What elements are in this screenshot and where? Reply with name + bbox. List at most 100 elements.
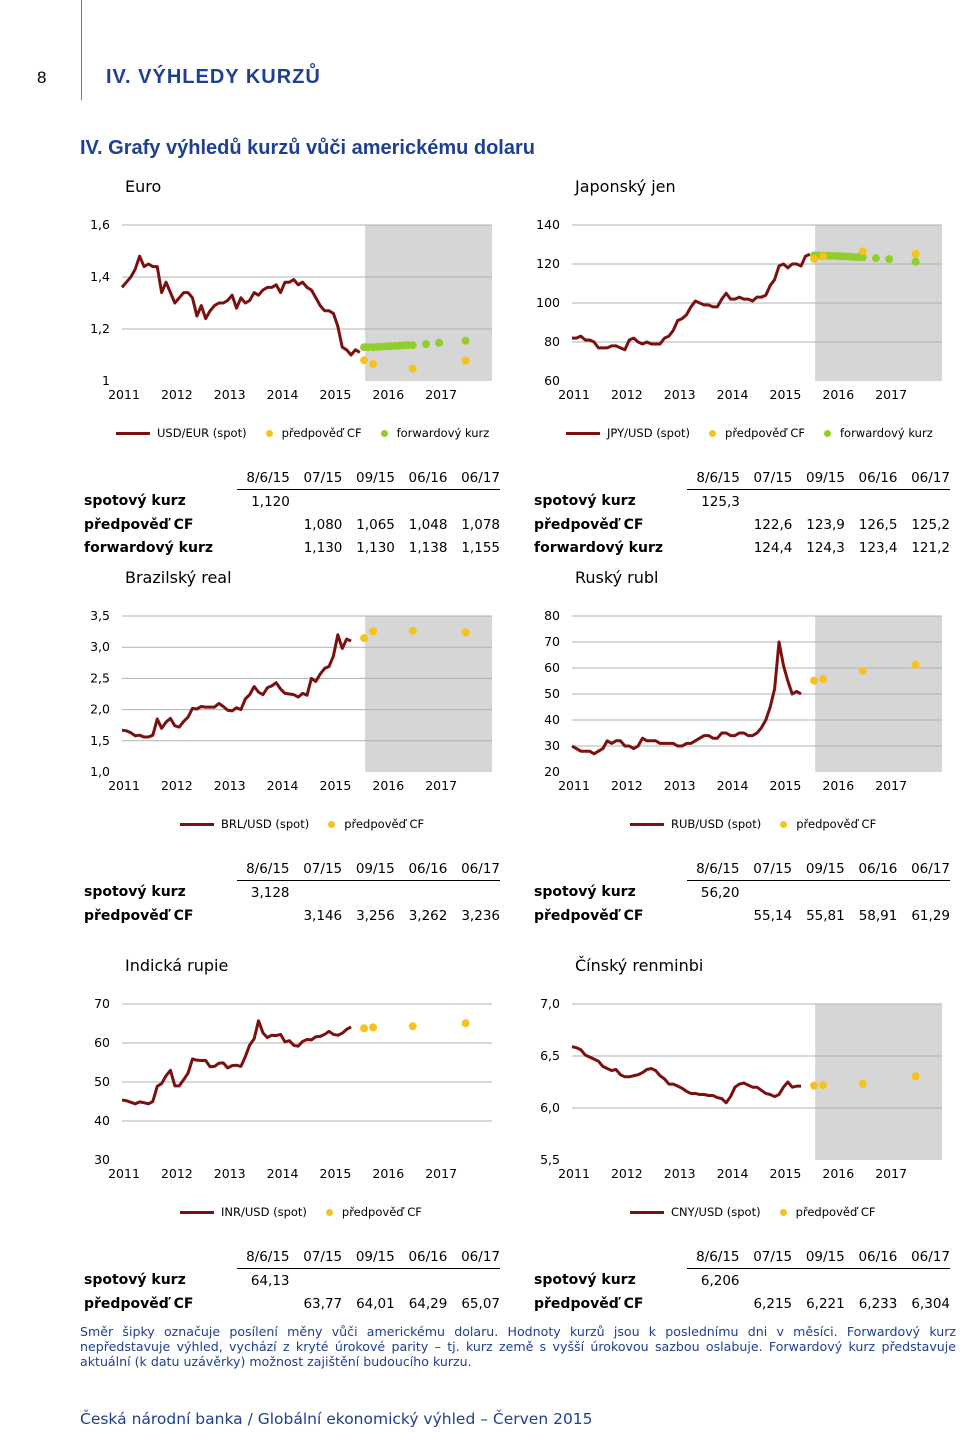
forecast-point xyxy=(858,247,867,256)
legend-forecast-label: předpověď CF xyxy=(725,426,805,440)
y-tick-label: 80 xyxy=(544,334,560,349)
table-cell: 125,2 xyxy=(911,516,950,533)
forward-point xyxy=(885,255,894,264)
table-cell: 6,221 xyxy=(806,1295,845,1312)
table-header-cell: 8/6/15 xyxy=(686,1245,740,1269)
x-tick-label: 2012 xyxy=(161,778,193,792)
table-header-cell: 09/15 xyxy=(792,1245,845,1269)
x-tick-label: 2015 xyxy=(770,1166,802,1180)
forecast-point xyxy=(408,1022,417,1031)
x-tick-label: 2012 xyxy=(611,1166,643,1180)
forecast-point xyxy=(819,1081,828,1090)
table-header-cell: 06/16 xyxy=(394,466,448,490)
table-header-cell: 06/17 xyxy=(897,857,950,881)
y-tick-label: 3,5 xyxy=(90,608,110,623)
table-header-cell: 06/16 xyxy=(844,1245,898,1269)
y-tick-label: 120 xyxy=(536,256,560,271)
x-tick-label: 2015 xyxy=(770,387,802,401)
table-header-cell: 06/17 xyxy=(447,1245,500,1269)
y-tick-label: 1,5 xyxy=(90,733,110,748)
forecast-table: 8/6/15 07/15 09/15 06/16 06/17 spotový kurz 64… xyxy=(84,1245,500,1315)
table-cell xyxy=(237,536,290,559)
chart-legend: JPY/USD (spot) předpověď CF forwardový kur… xyxy=(566,426,933,440)
y-tick-label: 1,6 xyxy=(90,217,110,232)
legend-forecast-label: předpověď CF xyxy=(281,426,362,440)
table-cell xyxy=(687,513,740,536)
table-corner xyxy=(84,466,237,490)
table-row-label: spotový kurz xyxy=(84,884,186,901)
y-tick-label: 2,0 xyxy=(90,702,110,717)
forecast-table: 8/6/15 07/15 09/15 06/16 06/17 spotový kurz 1,… xyxy=(84,466,500,559)
x-tick-label: 2016 xyxy=(372,387,404,401)
x-tick-label: 2017 xyxy=(425,1166,457,1180)
y-tick-label: 6,0 xyxy=(540,1100,560,1115)
table-row: spotový kurz 125,3 xyxy=(534,490,950,514)
table-row-label: forwardový kurz xyxy=(534,539,663,556)
table-cell xyxy=(897,1269,950,1293)
table-header-cell: 09/15 xyxy=(342,1245,395,1269)
table-cell: 121,2 xyxy=(911,539,950,556)
table-cell xyxy=(687,536,740,559)
table-cell xyxy=(237,904,290,927)
x-tick-label: 2013 xyxy=(214,387,246,401)
y-tick-label: 70 xyxy=(94,996,110,1011)
table-corner xyxy=(534,857,687,881)
section-title: IV. Grafy výhledů kurzů vůči americkému … xyxy=(80,137,535,159)
forecast-table: 8/6/15 07/15 09/15 06/16 06/17 spotový kurz 56… xyxy=(534,857,950,927)
table-header-cell: 06/17 xyxy=(897,466,950,490)
table-row-label: předpověď CF xyxy=(534,1295,644,1312)
spot-series-line xyxy=(571,1045,802,1105)
forecast-point xyxy=(461,356,470,365)
x-tick-label: 2013 xyxy=(664,778,696,792)
chart-title: Euro xyxy=(125,177,162,196)
forecast-point xyxy=(810,1081,819,1090)
y-tick-label: 70 xyxy=(544,634,560,649)
legend-forward-swatch xyxy=(380,429,388,437)
table-header-cell: 8/6/15 xyxy=(687,466,740,490)
forecast-point xyxy=(858,666,867,675)
table-header-cell: 06/17 xyxy=(447,466,500,490)
table-row: spotový kurz 56,20 xyxy=(534,881,950,905)
table-cell xyxy=(845,490,898,514)
y-tick-label: 7,0 xyxy=(540,996,560,1011)
table-cell: 1,130 xyxy=(303,539,343,556)
x-tick-label: 2011 xyxy=(108,1166,140,1180)
forecast-table: 8/6/15 07/15 09/15 06/16 06/17 spotový kurz 3,… xyxy=(84,857,500,927)
x-tick-label: 2013 xyxy=(664,1166,696,1180)
y-tick-label: 100 xyxy=(536,295,560,310)
legend-forecast-swatch xyxy=(779,1208,787,1216)
forecast-point xyxy=(461,1019,470,1028)
legend-spot-swatch xyxy=(566,431,600,435)
table-header-cell: 06/16 xyxy=(844,466,898,490)
table-cell: 123,9 xyxy=(806,516,845,533)
spot-series-line xyxy=(571,640,802,756)
table-cell xyxy=(897,881,950,905)
table-cell: 58,91 xyxy=(858,907,898,924)
table-cell xyxy=(290,1269,343,1293)
forward-point xyxy=(911,257,920,266)
forecast-point xyxy=(360,356,369,365)
x-tick-label: 2012 xyxy=(611,387,643,401)
table-cell: 1,080 xyxy=(303,516,343,533)
table-cell: 63,77 xyxy=(303,1295,343,1312)
table-cell: 61,29 xyxy=(911,907,950,924)
table-cell xyxy=(845,881,898,905)
table-header-cell: 09/15 xyxy=(792,466,845,490)
table-cell xyxy=(687,904,740,927)
legend-spot-swatch xyxy=(116,431,150,435)
table-cell: 124,4 xyxy=(753,539,793,556)
x-tick-label: 2011 xyxy=(108,778,140,792)
table-cell xyxy=(447,1269,500,1293)
legend-forecast-swatch xyxy=(709,429,717,437)
forecast-point xyxy=(360,634,369,643)
forward-point xyxy=(871,254,880,263)
spot-series-line xyxy=(121,633,352,739)
table-header-cell: 07/15 xyxy=(739,857,793,881)
chapter-title: IV. VÝHLEDY KURZŮ xyxy=(106,66,321,88)
table-cell xyxy=(792,1269,845,1293)
x-tick-label: 2017 xyxy=(425,778,457,792)
x-tick-label: 2016 xyxy=(372,1166,404,1180)
chart-legend: CNY/USD (spot) předpověď CF xyxy=(630,1205,876,1219)
